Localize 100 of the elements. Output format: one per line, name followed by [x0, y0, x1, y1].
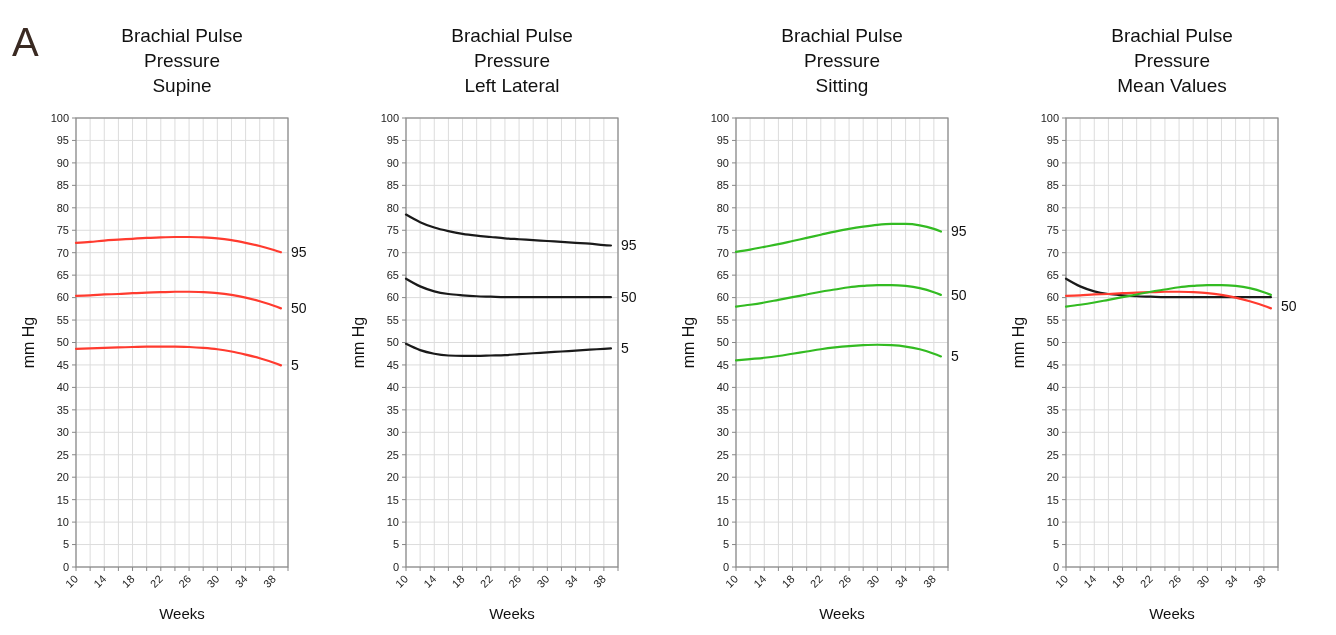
y-tick-label: 55 [1046, 313, 1059, 326]
y-tick-label: 80 [56, 201, 69, 214]
y-tick-label: 40 [386, 381, 399, 394]
chart-title: Brachial Pulse Pressure Sitting [781, 25, 903, 96]
y-tick-label: 40 [1046, 381, 1059, 394]
x-tick-label: 38 [920, 572, 938, 590]
y-tick-label: 10 [386, 515, 399, 528]
y-tick-label: 55 [386, 313, 399, 326]
x-tick-label: 18 [779, 572, 797, 590]
y-tick-label: 60 [716, 291, 729, 304]
x-tick-label: 22 [147, 572, 165, 590]
y-tick-label: 15 [386, 493, 399, 506]
y-tick-label: 15 [716, 493, 729, 506]
y-tick-label: 45 [56, 358, 69, 371]
y-tick-label: 100 [1040, 111, 1059, 124]
y-tick-label: 95 [716, 134, 729, 147]
y-tick-label: 50 [1046, 336, 1059, 349]
line-series [734, 222, 943, 253]
series-label: 50 [620, 289, 637, 306]
x-tick-label: 34 [562, 572, 580, 590]
y-tick-label: 45 [386, 358, 399, 371]
x-tick-label: 30 [864, 572, 882, 590]
y-tick-label: 50 [386, 336, 399, 349]
annotation: 50 [1280, 297, 1297, 314]
y-tick-label: 60 [1046, 291, 1059, 304]
y-tick-label: 60 [386, 291, 399, 304]
y-tick-label: 65 [1046, 269, 1059, 281]
y-tick-label: 50 [56, 336, 69, 349]
y-tick-label: 30 [716, 426, 729, 439]
line-series [1064, 277, 1273, 299]
x-axis-title: Weeks [159, 605, 205, 622]
y-tick-label: 85 [1046, 179, 1059, 192]
y-axis-title: mm Hg [680, 316, 697, 369]
series-label: 5 [290, 357, 299, 374]
y-tick-label: 50 [716, 336, 729, 349]
y-tick-label: 80 [386, 201, 399, 214]
chart-title: Brachial Pulse Pressure Mean Values [1111, 25, 1233, 96]
y-tick-label: 15 [1046, 493, 1059, 506]
x-tick-label: 18 [449, 572, 467, 590]
y-tick-label: 20 [386, 471, 399, 484]
chart-title: Brachial Pulse Pressure Supine [121, 25, 243, 96]
line-series [734, 343, 943, 362]
x-tick-label: 14 [751, 572, 769, 590]
y-tick-label: 20 [1046, 471, 1059, 484]
line-series [734, 283, 943, 308]
y-tick-label: 90 [716, 156, 729, 169]
y-tick-label: 60 [56, 291, 69, 304]
y-tick-label: 5 [392, 538, 399, 551]
y-tick-label: 20 [716, 471, 729, 484]
y-tick-label: 40 [716, 381, 729, 394]
x-tick-label: 34 [892, 572, 910, 590]
x-tick-label: 30 [534, 572, 552, 590]
x-tick-label: 26 [176, 572, 194, 590]
y-tick-label: 45 [1046, 358, 1059, 371]
x-tick-label: 22 [477, 572, 495, 590]
y-tick-label: 5 [62, 538, 69, 551]
y-tick-label: 80 [716, 201, 729, 214]
y-tick-label: 15 [56, 493, 69, 506]
x-tick-label: 22 [807, 572, 825, 590]
series-label: 5 [620, 340, 629, 357]
y-tick-label: 75 [56, 224, 69, 237]
y-tick-label: 65 [56, 269, 69, 281]
line-series [404, 342, 613, 358]
y-tick-label: 5 [722, 538, 729, 551]
series-label: 50 [950, 286, 967, 303]
x-tick-label: 26 [1166, 572, 1184, 590]
y-axis-title: mm Hg [20, 316, 37, 369]
y-tick-label: 30 [1046, 426, 1059, 439]
y-tick-label: 65 [386, 269, 399, 281]
y-tick-label: 75 [1046, 224, 1059, 237]
x-tick-label: 30 [1194, 572, 1212, 590]
y-tick-label: 90 [56, 156, 69, 169]
y-tick-label: 100 [710, 111, 729, 124]
y-tick-label: 35 [1046, 403, 1059, 416]
y-tick-label: 40 [56, 381, 69, 394]
y-tick-label: 25 [1046, 448, 1059, 461]
y-tick-label: 0 [1052, 560, 1059, 573]
y-tick-label: 75 [386, 224, 399, 237]
line-series [1064, 283, 1273, 308]
y-tick-label: 45 [716, 358, 729, 371]
series-label: 5 [950, 348, 959, 365]
y-tick-label: 90 [1046, 156, 1059, 169]
x-tick-label: 34 [1222, 572, 1240, 590]
y-tick-label: 80 [1046, 201, 1059, 214]
x-tick-label: 14 [421, 572, 439, 590]
y-tick-label: 95 [386, 134, 399, 147]
x-axis-title: Weeks [489, 605, 535, 622]
y-tick-label: 70 [386, 246, 399, 259]
y-tick-label: 85 [716, 179, 729, 192]
x-tick-label: 22 [1137, 572, 1155, 590]
y-tick-label: 30 [56, 426, 69, 439]
x-tick-label: 26 [836, 572, 854, 590]
text: A [12, 20, 39, 64]
y-tick-label: 0 [392, 560, 399, 573]
y-tick-label: 55 [716, 313, 729, 326]
y-tick-label: 35 [386, 403, 399, 416]
y-tick-label: 85 [386, 179, 399, 192]
x-tick-label: 34 [232, 572, 250, 590]
line-series [404, 277, 613, 299]
series-label: 95 [620, 237, 637, 254]
